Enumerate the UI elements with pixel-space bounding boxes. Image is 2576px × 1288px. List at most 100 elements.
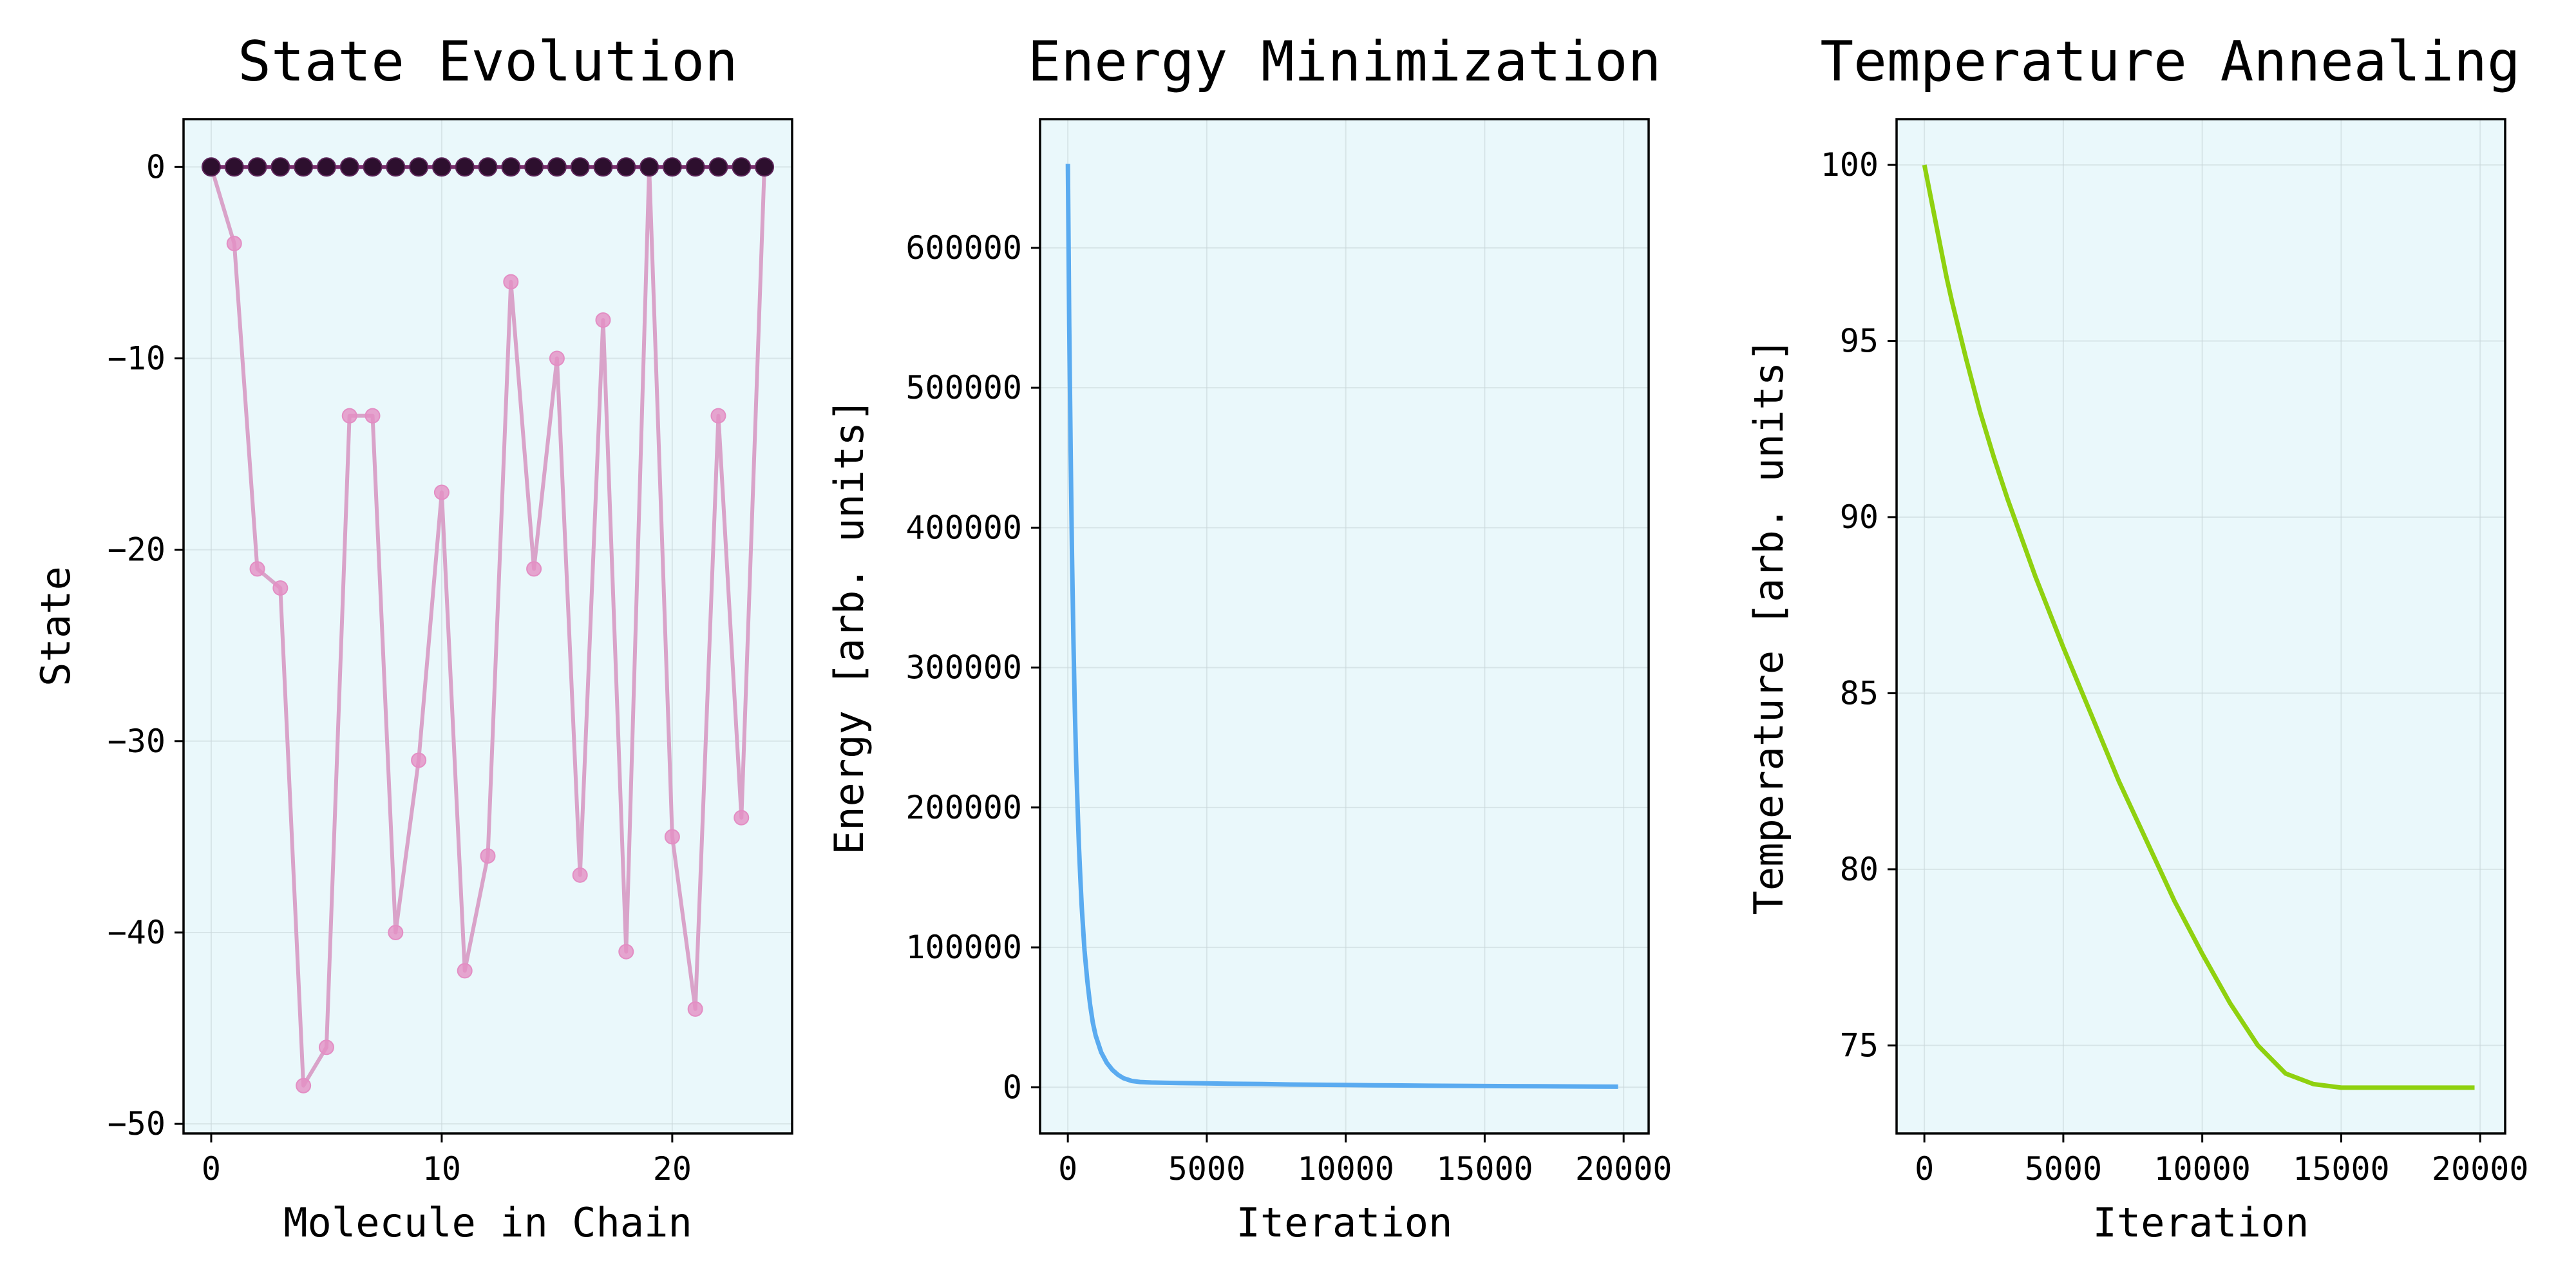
chart-title: Energy Minimization bbox=[1028, 30, 1662, 94]
y-axis-label: State bbox=[32, 566, 79, 687]
y-tick-label: −30 bbox=[108, 723, 166, 760]
data-point bbox=[296, 1077, 312, 1094]
data-point bbox=[316, 157, 336, 177]
data-point bbox=[755, 157, 775, 177]
y-tick-label: 0 bbox=[1003, 1068, 1022, 1106]
data-point bbox=[318, 1039, 334, 1056]
chart-temperature: 0 5000 10000 15000 20000 75 80 85 90 95 100 Tempera… bbox=[1745, 30, 2528, 1246]
data-point bbox=[710, 408, 726, 424]
data-point bbox=[687, 1001, 703, 1017]
series-line-0 bbox=[1922, 164, 2475, 1090]
y-tick-label: 100000 bbox=[905, 929, 1022, 966]
y-tick-label: −50 bbox=[108, 1105, 166, 1142]
x-axis-label: Molecule in Chain bbox=[283, 1199, 692, 1246]
y-tick-label: 300000 bbox=[905, 649, 1022, 687]
x-tick-label: 20 bbox=[653, 1150, 692, 1188]
data-point bbox=[478, 157, 498, 177]
plot-frame bbox=[1039, 118, 1650, 1135]
data-point bbox=[339, 157, 359, 177]
y-axis-label: Temperature [arb. units] bbox=[1745, 338, 1792, 915]
y-tick-label: 85 bbox=[1840, 674, 1879, 712]
data-point bbox=[639, 157, 659, 177]
x-tick-label: 5000 bbox=[1168, 1150, 1245, 1188]
data-point bbox=[593, 157, 613, 177]
x-tick-label: 5000 bbox=[2025, 1150, 2102, 1188]
data-point bbox=[570, 157, 590, 177]
data-point bbox=[249, 561, 265, 577]
data-point bbox=[411, 752, 427, 768]
data-point bbox=[341, 408, 357, 424]
data-point bbox=[524, 157, 544, 177]
data-point bbox=[734, 810, 750, 826]
x-axis-label: Iteration bbox=[1236, 1199, 1453, 1246]
chart-title: Temperature Annealing bbox=[1820, 30, 2520, 94]
x-tick-label: 0 bbox=[202, 1150, 221, 1188]
x-tick-label: 10000 bbox=[2154, 1150, 2251, 1188]
data-point bbox=[547, 157, 567, 177]
y-tick-label: 80 bbox=[1840, 851, 1879, 888]
data-point bbox=[386, 157, 406, 177]
data-point bbox=[572, 867, 588, 883]
x-tick-label: 20000 bbox=[1575, 1150, 1672, 1188]
x-tick-label: 15000 bbox=[1436, 1150, 1533, 1188]
data-point bbox=[664, 829, 680, 845]
y-tick-label: −10 bbox=[108, 339, 166, 377]
data-point bbox=[388, 924, 404, 940]
data-point bbox=[431, 157, 451, 177]
data-point bbox=[409, 157, 429, 177]
y-tick-label: 600000 bbox=[905, 229, 1022, 267]
data-point bbox=[294, 157, 314, 177]
y-tick-label: −40 bbox=[108, 914, 166, 951]
chart-title: State Evolution bbox=[238, 30, 738, 94]
data-point bbox=[618, 943, 634, 960]
x-tick-label: 10000 bbox=[1297, 1150, 1394, 1188]
chart-state: 0 10 20 0 −10 −20 −30 −40 −50 State Evolution Mole… bbox=[32, 30, 793, 1246]
data-point bbox=[224, 157, 244, 177]
data-point bbox=[503, 274, 519, 290]
x-tick-label: 0 bbox=[1915, 1150, 1934, 1188]
plot-frame bbox=[182, 118, 793, 1135]
data-point bbox=[433, 484, 450, 500]
data-point bbox=[662, 157, 682, 177]
y-tick-label: 100 bbox=[1821, 146, 1879, 184]
y-tick-label: 0 bbox=[146, 148, 166, 185]
data-point bbox=[480, 848, 496, 864]
y-tick-label: 200000 bbox=[905, 789, 1022, 826]
data-point bbox=[226, 236, 242, 252]
data-point bbox=[685, 157, 705, 177]
y-tick-label: 95 bbox=[1840, 323, 1879, 360]
data-point bbox=[457, 963, 473, 979]
x-tick-label: 15000 bbox=[2293, 1150, 2390, 1188]
y-tick-label: 500000 bbox=[905, 369, 1022, 406]
data-point bbox=[526, 561, 542, 577]
chart-energy: 0 5000 10000 15000 2000001000002000003000004… bbox=[826, 30, 1672, 1246]
plot-area bbox=[1040, 119, 1649, 1133]
data-point bbox=[549, 350, 565, 366]
y-tick-label: 400000 bbox=[905, 509, 1022, 546]
x-tick-label: 10 bbox=[422, 1150, 461, 1188]
data-point bbox=[247, 157, 267, 177]
data-point bbox=[365, 408, 381, 424]
y-tick-label: −20 bbox=[108, 531, 166, 569]
charts-layer: 0 10 20 0 −10 −20 −30 −40 −50 State Evolution Mole… bbox=[32, 30, 2528, 1246]
x-tick-label: 20000 bbox=[2432, 1150, 2529, 1188]
y-tick-label: 90 bbox=[1840, 498, 1879, 536]
plot-area bbox=[1897, 119, 2505, 1133]
plot-area bbox=[184, 119, 792, 1133]
plot-frame bbox=[1895, 118, 2506, 1135]
series-line-0 bbox=[1065, 164, 1618, 1089]
data-point bbox=[455, 157, 475, 177]
y-tick-label: 75 bbox=[1840, 1027, 1879, 1064]
data-point bbox=[595, 312, 611, 328]
data-point bbox=[363, 157, 383, 177]
data-point bbox=[708, 157, 728, 177]
x-axis-label: Iteration bbox=[2093, 1199, 2309, 1246]
y-axis-label: Energy [arb. units] bbox=[826, 398, 873, 855]
data-point bbox=[616, 157, 636, 177]
data-point bbox=[272, 580, 289, 596]
data-point bbox=[732, 157, 752, 177]
data-point bbox=[201, 157, 221, 177]
data-point bbox=[270, 157, 290, 177]
data-point bbox=[501, 157, 521, 177]
